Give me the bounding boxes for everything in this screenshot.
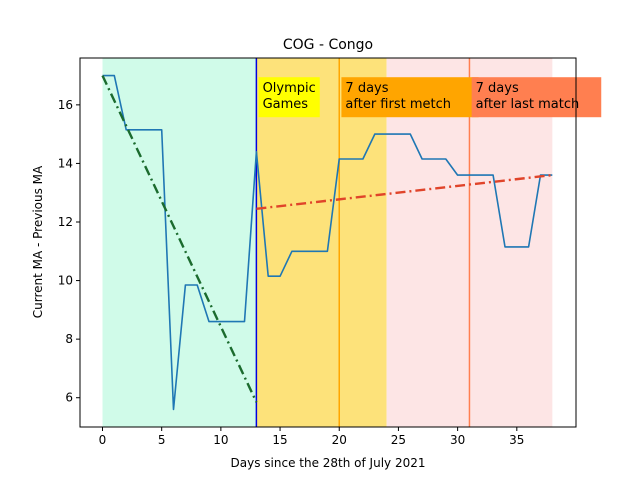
annotation-text-1-1: after first metch xyxy=(345,97,451,112)
plot-frame xyxy=(79,57,577,428)
x-tick-label: 30 xyxy=(450,433,465,447)
event-lines xyxy=(255,58,471,427)
y-axis-ticks: 6 8 10 12 14 16 xyxy=(58,98,80,405)
x-tick-label: 20 xyxy=(332,433,347,447)
trend-line-1 xyxy=(101,75,258,403)
shaded-region-0 xyxy=(102,58,257,427)
y-tick-label: 14 xyxy=(58,156,73,170)
x-tick-label: 35 xyxy=(509,433,524,447)
trend-line-2 xyxy=(256,173,553,210)
y-tick-label: 12 xyxy=(58,215,73,229)
y-tick-label: 8 xyxy=(65,332,73,346)
annotation-text-0-0: Olympic xyxy=(263,81,316,96)
annotation-text-0-1: Games xyxy=(263,97,309,112)
annotation-box-2 xyxy=(471,77,602,118)
y-tick-label: 6 xyxy=(65,391,73,405)
annotation-box-0 xyxy=(258,77,320,118)
x-axis-label: Days since the 28th of July 2021 xyxy=(231,456,426,470)
y-tick-label: 10 xyxy=(58,274,73,288)
x-tick-label: 5 xyxy=(158,433,166,447)
x-tick-label: 25 xyxy=(391,433,406,447)
y-tick-label: 16 xyxy=(58,98,73,112)
series-lines xyxy=(101,74,553,411)
annotation-text-1-0: 7 days xyxy=(345,81,388,96)
shaded-region-1 xyxy=(256,58,387,427)
background-regions xyxy=(102,58,553,427)
annotation-text-2-1: after last match xyxy=(476,97,580,112)
x-tick-label: 10 xyxy=(213,433,228,447)
data-line-0 xyxy=(102,74,553,411)
x-tick-label: 15 xyxy=(272,433,287,447)
annotation-text-2-0: 7 days xyxy=(476,81,519,96)
chart-title: COG - Congo xyxy=(283,37,373,53)
x-tick-label: 0 xyxy=(99,433,107,447)
x-axis-ticks: 0 5 10 15 20 25 30 35 xyxy=(99,427,524,447)
annotation-box-1 xyxy=(341,77,479,118)
y-axis-label: Current MA - Previous MA xyxy=(31,165,45,318)
